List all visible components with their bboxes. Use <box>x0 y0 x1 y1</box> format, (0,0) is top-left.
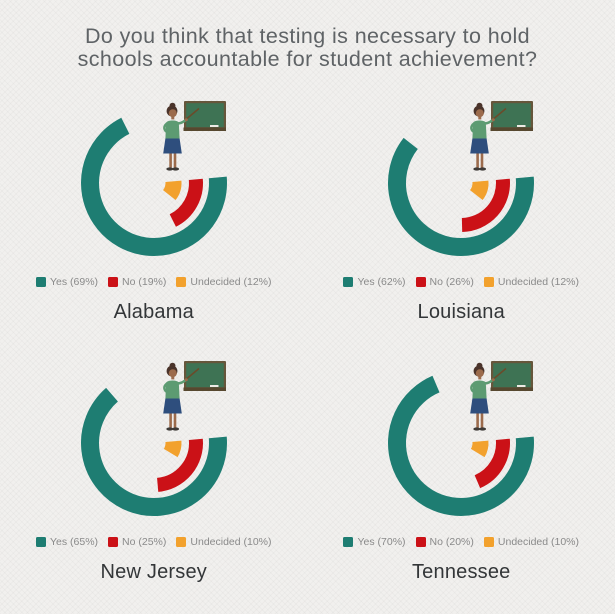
donut-arc-yes <box>80 387 227 516</box>
donut-chart <box>80 387 227 516</box>
legend-swatch-yes <box>343 277 354 287</box>
legend-swatch-yes <box>35 277 46 287</box>
page-title: Do you think that testing is necessary t… <box>0 0 615 71</box>
chart-legend: Yes (70%) No (20%) Undecided (10%) <box>343 536 579 548</box>
legend-swatch-undecided <box>483 537 494 547</box>
legend-label-yes: Yes (70%) <box>357 536 406 548</box>
chart-area <box>0 85 308 257</box>
donut-chart <box>80 117 227 256</box>
legend-swatch-undecided <box>176 277 187 287</box>
legend-item-no: No (26%) <box>415 276 474 288</box>
state-label: Louisiana <box>417 301 505 323</box>
legend-item-yes: Yes (65%) <box>35 536 99 548</box>
donut-arc-yes <box>80 117 227 256</box>
legend-item-undecided: Undecided (12%) <box>176 276 272 288</box>
teacher-at-blackboard-illustration <box>161 101 226 172</box>
legend-item-undecided: Undecided (10%) <box>483 536 580 548</box>
page-title-line1: Do you think that testing is necessary t… <box>84 24 531 48</box>
donut-arc-undecided <box>162 180 182 201</box>
legend-label-no: No (25%) <box>122 536 167 548</box>
teacher-at-blackboard-illustration <box>469 101 534 172</box>
donut-arc-undecided <box>163 440 182 458</box>
legend-label-no: No (26%) <box>429 276 474 288</box>
state-label: Alabama <box>113 301 194 323</box>
legend-swatch-yes <box>343 537 354 547</box>
donut-arc-no <box>169 178 203 227</box>
legend-swatch-no <box>415 277 426 287</box>
teacher-at-blackboard-illustration <box>161 361 226 432</box>
state-chart-card-louisiana: Yes (62%) No (26%) Undecided (12%) Louis… <box>308 85 615 345</box>
donut-arc-undecided <box>469 180 489 201</box>
legend-label-undecided: Undecided (12%) <box>497 276 580 288</box>
legend-item-no: No (20%) <box>415 536 474 548</box>
legend-label-yes: Yes (65%) <box>49 536 99 548</box>
state-chart-card-alabama: Yes (69%) No (19%) Undecided (12%) Alaba… <box>0 85 308 345</box>
legend-swatch-no <box>108 277 119 287</box>
legend-item-undecided: Undecided (10%) <box>176 536 272 548</box>
chart-area <box>308 85 615 257</box>
donut-arc-undecided <box>470 440 489 458</box>
chart-legend: Yes (62%) No (26%) Undecided (12%) <box>343 276 579 288</box>
teacher-at-blackboard-illustration <box>469 361 534 432</box>
page-title-line2: schools accountable for student achievem… <box>77 47 538 71</box>
state-label: Tennessee <box>411 561 511 583</box>
legend-label-undecided: Undecided (10%) <box>190 536 272 548</box>
legend-swatch-yes <box>35 537 46 547</box>
donut-arc-yes <box>388 137 535 256</box>
legend-swatch-no <box>108 537 119 547</box>
state-label: New Jersey <box>100 561 207 583</box>
donut-chart <box>388 375 535 516</box>
legend-label-yes: Yes (62%) <box>357 276 406 288</box>
donut-arc-yes <box>388 375 535 516</box>
chart-legend: Yes (69%) No (19%) Undecided (12%) <box>35 276 272 288</box>
legend-item-no: No (19%) <box>108 276 166 288</box>
legend-label-undecided: Undecided (12%) <box>190 276 272 288</box>
legend-label-no: No (20%) <box>429 536 474 548</box>
state-chart-card-tennessee: Yes (70%) No (20%) Undecided (10%) Tenne… <box>308 345 615 605</box>
legend-item-yes: Yes (70%) <box>343 536 406 548</box>
donut-arc-no <box>461 178 511 232</box>
legend-item-yes: Yes (62%) <box>343 276 406 288</box>
legend-label-yes: Yes (69%) <box>49 276 99 288</box>
state-chart-card-new-jersey: Yes (65%) No (25%) Undecided (10%) New J… <box>0 345 308 605</box>
chart-area <box>308 345 615 517</box>
legend-swatch-undecided <box>176 537 187 547</box>
charts-grid: Yes (69%) No (19%) Undecided (12%) Alaba… <box>0 85 615 605</box>
legend-item-no: No (25%) <box>108 536 166 548</box>
legend-swatch-no <box>415 537 426 547</box>
legend-item-undecided: Undecided (12%) <box>483 276 580 288</box>
chart-legend: Yes (65%) No (25%) Undecided (10%) <box>35 536 272 548</box>
chart-area <box>0 345 308 517</box>
donut-arc-no <box>156 438 203 492</box>
legend-item-yes: Yes (69%) <box>35 276 99 288</box>
donut-arc-no <box>474 438 511 489</box>
legend-swatch-undecided <box>483 277 494 287</box>
legend-label-undecided: Undecided (10%) <box>497 536 580 548</box>
donut-chart <box>388 137 535 256</box>
legend-label-no: No (19%) <box>122 276 167 288</box>
